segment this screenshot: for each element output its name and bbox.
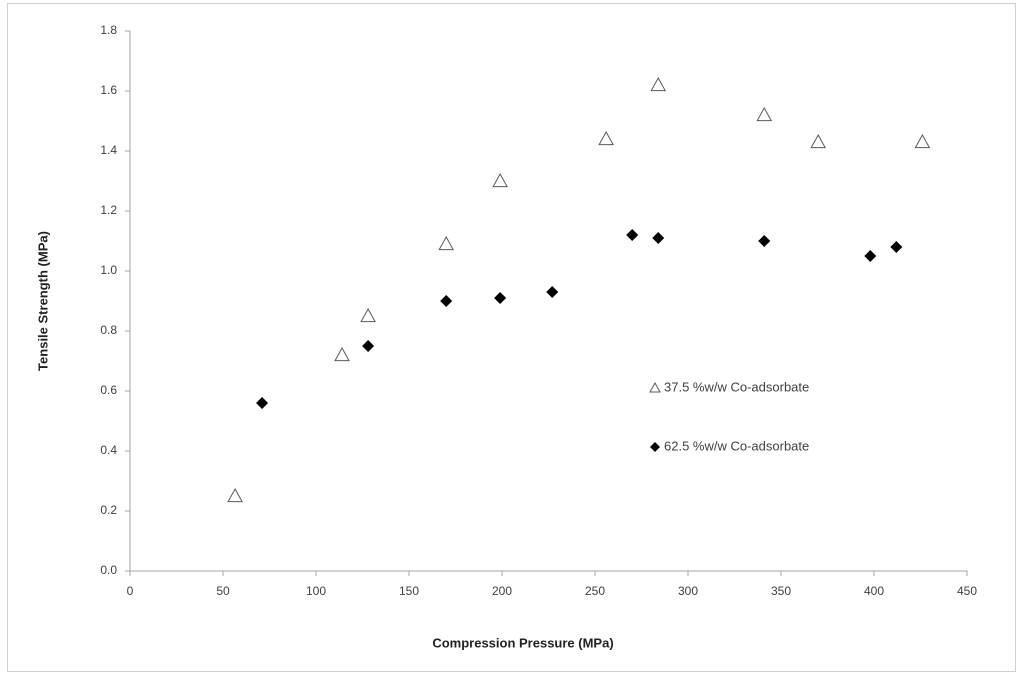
x-tick-label: 0	[127, 584, 134, 598]
y-tick-label: 1.2	[100, 203, 117, 217]
y-tick-label: 0.6	[100, 383, 117, 397]
y-tick-label: 0.0	[100, 563, 117, 577]
point	[758, 235, 771, 247]
point	[546, 286, 559, 298]
x-tick-label: 250	[585, 584, 605, 598]
y-tick-label: 1.6	[100, 83, 117, 97]
chart-frame	[7, 3, 1016, 672]
point	[650, 76, 667, 92]
point	[914, 133, 931, 149]
legend-marker	[650, 442, 660, 452]
point	[227, 487, 243, 503]
y-tick-label: 1.8	[100, 23, 117, 37]
point	[810, 133, 827, 149]
legend-label: 62.5 %w/w Co-adsorbate	[664, 438, 809, 453]
x-axis-title: Compression Pressure (MPa)	[432, 635, 613, 650]
x-tick-label: 450	[957, 584, 977, 598]
x-tick-label: 150	[399, 584, 419, 598]
point	[492, 172, 508, 188]
y-tick-label: 1.0	[100, 263, 117, 277]
point	[494, 292, 507, 304]
point	[362, 340, 375, 352]
legend-marker	[649, 381, 661, 393]
point	[864, 250, 877, 262]
x-tick-label: 50	[216, 584, 230, 598]
y-axis-title: Tensile Strength (MPa)	[35, 231, 50, 371]
point	[440, 295, 453, 307]
point	[360, 307, 376, 323]
x-tick-label: 100	[306, 584, 326, 598]
point	[334, 346, 350, 362]
point	[652, 232, 665, 244]
point	[598, 130, 615, 146]
x-tick-label: 400	[864, 584, 884, 598]
point	[438, 235, 455, 251]
point	[756, 106, 773, 122]
y-tick-label: 1.4	[100, 143, 117, 157]
x-tick-label: 350	[771, 584, 791, 598]
y-tick-label: 0.2	[100, 503, 117, 517]
x-tick-label: 300	[678, 584, 698, 598]
y-tick-label: 0.4	[100, 443, 117, 457]
x-tick-label: 200	[492, 584, 512, 598]
legend-label: 37.5 %w/w Co-adsorbate	[664, 379, 809, 394]
point	[890, 241, 903, 253]
y-tick-label: 0.8	[100, 323, 117, 337]
point	[256, 397, 269, 409]
point	[626, 229, 639, 241]
